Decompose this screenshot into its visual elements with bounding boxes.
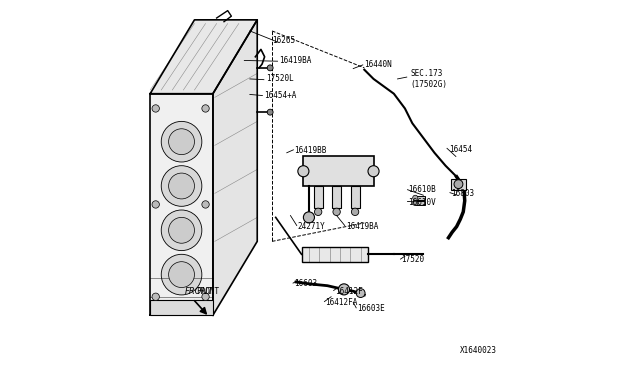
- Polygon shape: [451, 179, 466, 190]
- Circle shape: [413, 195, 418, 201]
- Circle shape: [168, 129, 195, 155]
- Circle shape: [298, 166, 309, 177]
- Circle shape: [161, 210, 202, 251]
- Circle shape: [314, 208, 322, 215]
- Text: 17520L: 17520L: [266, 74, 294, 83]
- Text: 16610V: 16610V: [408, 198, 436, 207]
- Polygon shape: [213, 20, 257, 315]
- Circle shape: [168, 262, 195, 288]
- Text: 17520: 17520: [401, 255, 424, 264]
- Circle shape: [368, 166, 379, 177]
- Circle shape: [168, 217, 195, 243]
- Text: 16440N: 16440N: [364, 60, 392, 69]
- Circle shape: [356, 289, 365, 298]
- Circle shape: [152, 201, 159, 208]
- Text: 24271Y: 24271Y: [298, 222, 326, 231]
- Circle shape: [161, 166, 202, 206]
- Text: FRONT: FRONT: [185, 288, 214, 296]
- Polygon shape: [415, 201, 425, 205]
- Polygon shape: [415, 196, 425, 200]
- Text: 16419BA: 16419BA: [346, 222, 378, 231]
- Circle shape: [454, 180, 463, 189]
- Circle shape: [161, 121, 202, 162]
- Polygon shape: [150, 301, 213, 315]
- Polygon shape: [150, 94, 213, 315]
- Circle shape: [268, 109, 273, 115]
- Text: 16412FA: 16412FA: [326, 298, 358, 307]
- Text: 16603: 16603: [294, 279, 317, 288]
- Circle shape: [202, 293, 209, 301]
- Circle shape: [413, 201, 418, 206]
- Text: X1640023: X1640023: [460, 346, 497, 355]
- Circle shape: [161, 254, 202, 295]
- Text: SEC.173
(17502G): SEC.173 (17502G): [410, 69, 447, 89]
- Text: 16419BB: 16419BB: [294, 147, 326, 155]
- Polygon shape: [301, 247, 368, 262]
- Text: FRONT: FRONT: [196, 287, 220, 296]
- Text: 16419BA: 16419BA: [280, 56, 312, 65]
- Circle shape: [202, 105, 209, 112]
- Circle shape: [152, 293, 159, 301]
- Polygon shape: [332, 186, 341, 208]
- Polygon shape: [150, 20, 257, 94]
- Polygon shape: [351, 186, 360, 208]
- Text: 16454+A: 16454+A: [264, 91, 297, 100]
- Text: 16603E: 16603E: [357, 304, 385, 313]
- Text: 16412F: 16412F: [335, 287, 362, 296]
- Circle shape: [351, 208, 359, 215]
- Text: 16803: 16803: [451, 189, 474, 198]
- Circle shape: [333, 208, 340, 215]
- Circle shape: [152, 105, 159, 112]
- Circle shape: [268, 65, 273, 71]
- Circle shape: [202, 201, 209, 208]
- Text: 16454: 16454: [449, 145, 472, 154]
- Circle shape: [168, 173, 195, 199]
- Circle shape: [303, 212, 314, 223]
- Polygon shape: [303, 157, 374, 186]
- Polygon shape: [314, 186, 323, 208]
- Circle shape: [339, 284, 349, 295]
- Text: 16610B: 16610B: [408, 185, 436, 194]
- Text: 16265: 16265: [272, 36, 295, 45]
